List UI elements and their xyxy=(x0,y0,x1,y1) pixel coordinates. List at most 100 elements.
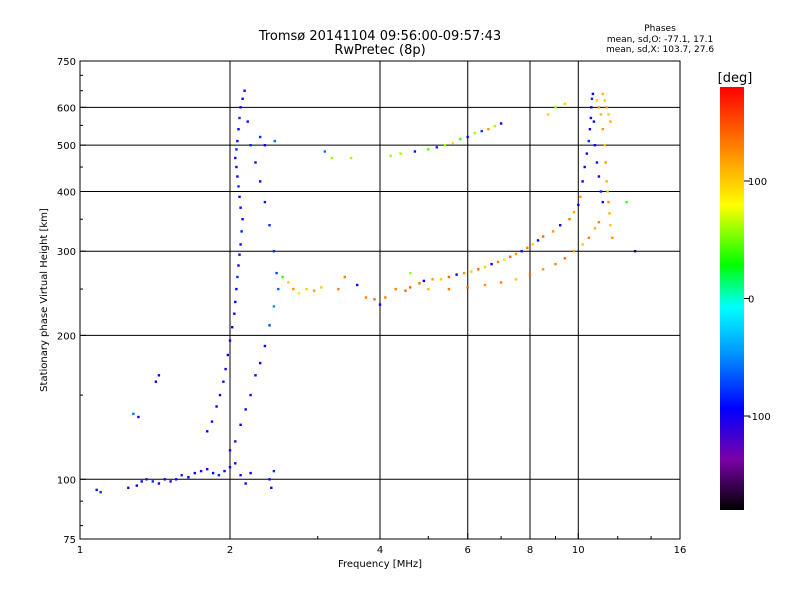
x-tick-label: 1 xyxy=(77,545,83,556)
x-tick-label: 10 xyxy=(572,545,585,556)
data-point xyxy=(228,339,232,342)
data-point xyxy=(473,131,476,135)
data-point xyxy=(559,224,562,227)
data-point xyxy=(541,268,545,271)
data-point xyxy=(455,273,458,276)
data-point xyxy=(531,243,534,246)
data-point xyxy=(572,250,576,253)
data-point xyxy=(493,124,496,128)
data-point xyxy=(239,243,242,246)
data-point xyxy=(409,271,412,275)
data-point xyxy=(579,195,582,198)
data-point xyxy=(297,292,301,295)
data-point xyxy=(224,367,227,371)
data-point xyxy=(237,185,240,188)
data-point xyxy=(243,89,246,92)
x-axis-label: Frequency [MHz] xyxy=(338,559,422,570)
chart-title: Tromsø 20141104 09:56:00-09:57:43 xyxy=(258,29,501,44)
data-point xyxy=(480,129,483,133)
data-point xyxy=(287,281,290,284)
x-tick-label: 2 xyxy=(227,545,233,556)
data-point xyxy=(154,380,158,383)
y-axis-label: Stationary phase Virtual Height [km] xyxy=(39,208,50,392)
data-point xyxy=(499,281,503,284)
data-point xyxy=(263,144,267,147)
data-point xyxy=(563,102,567,106)
data-point xyxy=(238,116,241,120)
data-point xyxy=(273,139,276,143)
colorbar-tick-label: 100 xyxy=(748,177,767,188)
data-point xyxy=(597,175,601,178)
data-point xyxy=(568,218,571,221)
data-point xyxy=(563,257,567,260)
data-point xyxy=(394,287,397,291)
data-point xyxy=(268,478,271,481)
chart-subtitle: RwPretec (8p) xyxy=(334,43,425,58)
data-point xyxy=(509,255,512,258)
data-point xyxy=(466,135,469,139)
data-point xyxy=(609,120,612,123)
data-point xyxy=(236,175,239,178)
data-point xyxy=(244,482,247,485)
y-tick-label: 200 xyxy=(57,331,76,342)
data-point xyxy=(259,180,262,183)
data-point xyxy=(206,468,209,471)
data-point xyxy=(217,474,221,477)
data-point xyxy=(320,286,323,289)
data-point xyxy=(603,144,606,147)
data-point xyxy=(312,289,316,292)
data-point xyxy=(127,486,130,489)
data-point xyxy=(499,122,503,125)
data-point xyxy=(238,253,241,256)
data-point xyxy=(330,156,333,160)
data-point xyxy=(259,135,262,139)
data-point xyxy=(239,106,242,109)
data-point xyxy=(234,462,237,465)
data-point xyxy=(235,165,238,169)
data-point xyxy=(215,405,218,408)
data-point xyxy=(514,252,518,256)
data-point xyxy=(597,106,601,109)
data-point xyxy=(514,278,518,281)
y-tick-label: 500 xyxy=(57,141,76,152)
data-point xyxy=(235,287,238,291)
data-point xyxy=(607,200,610,204)
data-point xyxy=(581,243,584,246)
data-point xyxy=(427,148,430,151)
data-point xyxy=(169,480,172,483)
data-point xyxy=(583,165,586,169)
data-point xyxy=(384,296,387,299)
data-point xyxy=(356,283,359,287)
data-point xyxy=(244,408,247,411)
data-point xyxy=(609,224,612,227)
data-point xyxy=(483,265,487,269)
data-points xyxy=(95,89,637,494)
data-point xyxy=(435,146,438,149)
data-point xyxy=(427,287,430,291)
data-point xyxy=(268,324,271,327)
y-tick-label: 400 xyxy=(57,187,76,198)
data-point xyxy=(193,471,196,475)
data-point xyxy=(526,246,529,249)
data-point xyxy=(595,161,599,164)
data-point xyxy=(605,180,608,183)
data-point xyxy=(263,200,267,204)
data-point xyxy=(528,273,532,276)
data-point xyxy=(554,106,557,109)
data-point xyxy=(180,474,183,477)
data-point xyxy=(536,239,540,242)
data-point xyxy=(466,286,469,289)
data-point xyxy=(175,478,178,481)
data-point xyxy=(140,480,143,483)
data-point xyxy=(554,262,557,266)
y-tick-label: 600 xyxy=(57,103,76,114)
data-point xyxy=(520,250,523,253)
data-point xyxy=(226,353,229,357)
data-point xyxy=(547,113,550,116)
y-tick-label: 300 xyxy=(57,247,76,258)
colorbar-label: [deg] xyxy=(718,71,753,86)
data-point xyxy=(199,469,203,473)
data-point xyxy=(237,128,240,131)
data-point xyxy=(210,420,214,423)
